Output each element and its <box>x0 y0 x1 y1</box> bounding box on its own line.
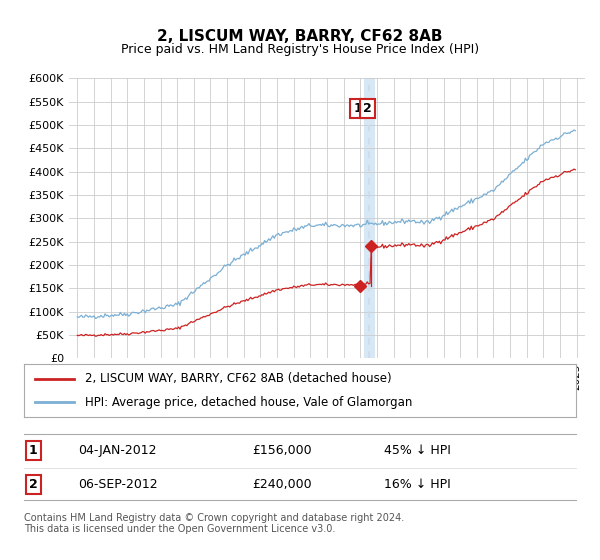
Text: 2: 2 <box>364 102 372 115</box>
Text: 04-JAN-2012: 04-JAN-2012 <box>78 444 157 457</box>
Text: 2, LISCUM WAY, BARRY, CF62 8AB: 2, LISCUM WAY, BARRY, CF62 8AB <box>157 29 443 44</box>
Text: 16% ↓ HPI: 16% ↓ HPI <box>384 478 451 491</box>
Text: Contains HM Land Registry data © Crown copyright and database right 2024.
This d: Contains HM Land Registry data © Crown c… <box>24 513 404 534</box>
Text: 45% ↓ HPI: 45% ↓ HPI <box>384 444 451 457</box>
Text: Price paid vs. HM Land Registry's House Price Index (HPI): Price paid vs. HM Land Registry's House … <box>121 43 479 56</box>
Text: £240,000: £240,000 <box>252 478 311 491</box>
Text: HPI: Average price, detached house, Vale of Glamorgan: HPI: Average price, detached house, Vale… <box>85 396 412 409</box>
Text: 2: 2 <box>29 478 37 491</box>
Text: 2, LISCUM WAY, BARRY, CF62 8AB (detached house): 2, LISCUM WAY, BARRY, CF62 8AB (detached… <box>85 372 391 385</box>
Text: 1: 1 <box>353 102 362 115</box>
Text: 1: 1 <box>29 444 37 457</box>
Text: £156,000: £156,000 <box>252 444 311 457</box>
Text: 06-SEP-2012: 06-SEP-2012 <box>78 478 158 491</box>
